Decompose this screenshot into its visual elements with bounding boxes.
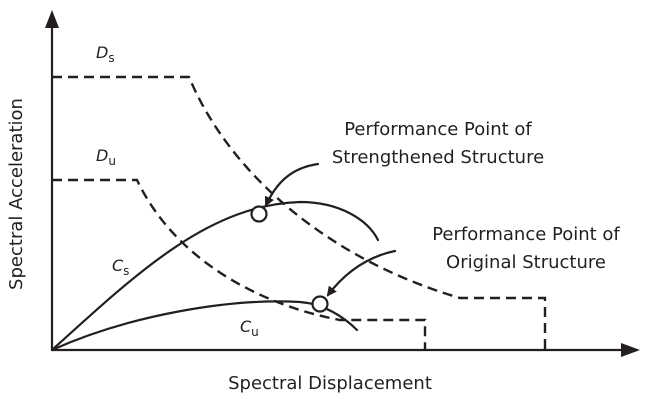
- y-axis-title: Spectral Acceleration: [6, 98, 27, 290]
- y-axis-arrow-icon: [45, 10, 59, 28]
- label-capacity-strengthened: Cs: [112, 256, 129, 278]
- label-demand-original: Du: [96, 146, 116, 168]
- label-capacity-original: Cu: [240, 317, 259, 339]
- label-demand-strengthened: Ds: [96, 43, 115, 65]
- annotation-original-line2: Original Structure: [446, 252, 606, 273]
- leader-arrow-original: [326, 249, 397, 297]
- annotation-strengthened-line1: Performance Point of: [344, 119, 532, 140]
- capacity-curve-original: [50, 300, 359, 352]
- capacity-curve-strengthened: [50, 200, 380, 352]
- performance-point-original-marker: [311, 295, 329, 313]
- leader-arrow-strengthened: [264, 162, 320, 207]
- performance-point-strengthened-marker: [250, 205, 268, 223]
- demand-curve-original: [52, 178, 427, 350]
- x-axis-arrow-icon: [621, 343, 640, 357]
- annotation-original-line1: Performance Point of: [432, 224, 620, 245]
- annotation-strengthened-line2: Strengthened Structure: [332, 147, 544, 168]
- x-axis-title: Spectral Displacement: [228, 373, 432, 394]
